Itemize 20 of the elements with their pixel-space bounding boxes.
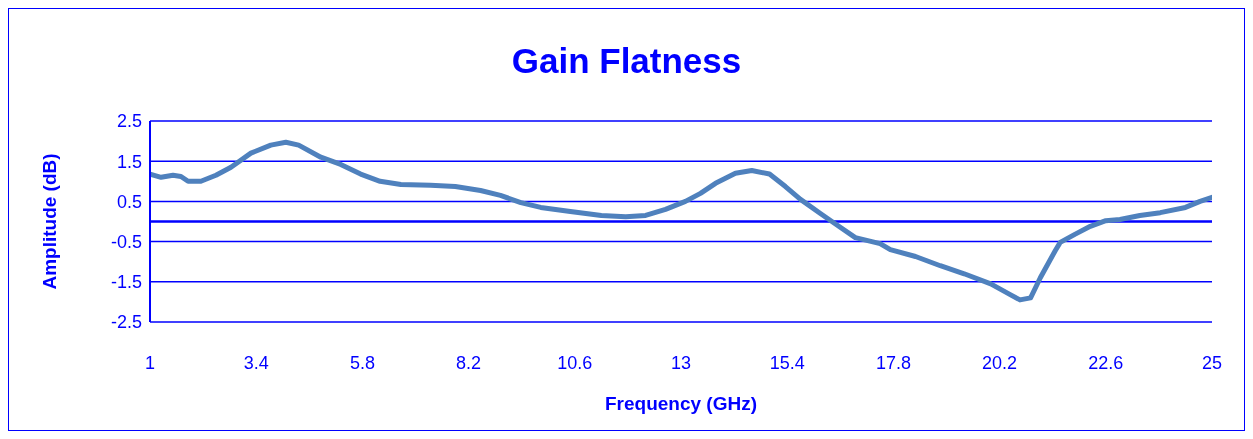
y-tick-label: 0.5 <box>116 191 142 212</box>
x-tick-label: 22.6 <box>1088 352 1124 373</box>
x-tick-label: 13 <box>670 352 692 373</box>
x-tick-label: 10.6 <box>557 352 593 373</box>
x-tick-label: 8.2 <box>456 352 482 373</box>
x-tick-label: 15.4 <box>769 352 805 373</box>
x-tick-label: 20.2 <box>982 352 1018 373</box>
y-tick-label: 1.5 <box>116 151 142 172</box>
x-axis-title: Frequency (GHz) <box>604 393 758 414</box>
x-tick-label: 3.4 <box>243 352 269 373</box>
y-tick-label: -0.5 <box>110 231 142 252</box>
x-tick-label: 25 <box>1201 352 1223 373</box>
x-tick-label: 1 <box>144 352 156 373</box>
y-tick-label: -2.5 <box>110 312 142 333</box>
chart-title: Gain Flatness <box>510 41 743 81</box>
x-tick-label: 5.8 <box>349 352 375 373</box>
y-tick-label: 2.5 <box>116 111 142 132</box>
y-tick-label: -1.5 <box>110 272 142 293</box>
y-axis-title: Amplitude (dB) <box>38 153 60 290</box>
x-tick-label: 17.8 <box>875 352 911 373</box>
